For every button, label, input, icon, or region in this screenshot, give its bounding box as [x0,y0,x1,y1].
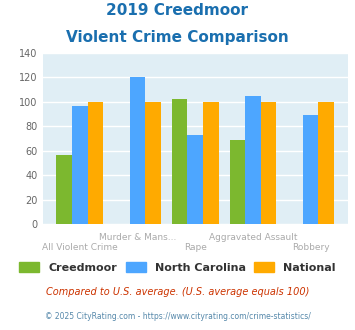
Text: Violent Crime Comparison: Violent Crime Comparison [66,30,289,45]
Bar [172,99,187,224]
Text: All Violent Crime: All Violent Crime [42,243,118,251]
Bar [203,102,219,224]
Bar [72,106,88,224]
Bar [187,135,203,224]
Bar [130,77,145,224]
Bar [56,154,72,224]
Legend: Creedmoor, North Carolina, National: Creedmoor, North Carolina, National [15,258,340,278]
Bar [88,102,103,224]
Text: 2019 Creedmoor: 2019 Creedmoor [106,3,248,18]
Bar [245,96,261,224]
Text: Robbery: Robbery [292,243,329,251]
Bar [261,102,276,224]
Text: Aggravated Assault: Aggravated Assault [209,233,297,242]
Bar [318,102,334,224]
Text: Compared to U.S. average. (U.S. average equals 100): Compared to U.S. average. (U.S. average … [46,287,309,297]
Bar [230,140,245,224]
Bar [303,115,318,224]
Bar [145,102,161,224]
Text: © 2025 CityRating.com - https://www.cityrating.com/crime-statistics/: © 2025 CityRating.com - https://www.city… [45,312,310,321]
Text: Rape: Rape [184,243,207,251]
Text: Murder & Mans...: Murder & Mans... [99,233,176,242]
